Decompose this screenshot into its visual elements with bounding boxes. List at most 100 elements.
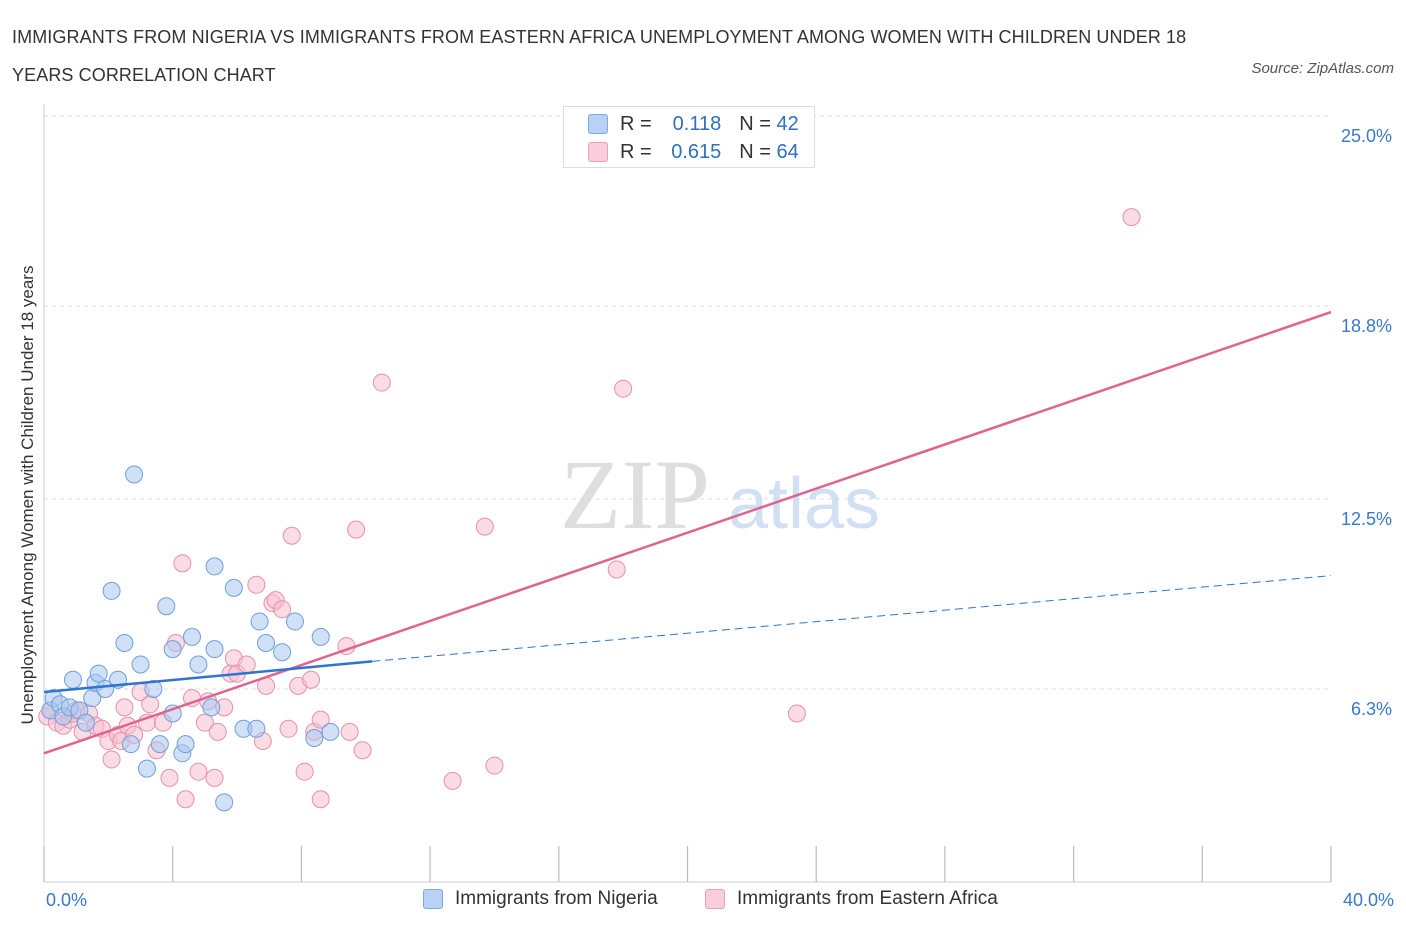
series-nigeria-points [41, 465, 340, 812]
data-point [131, 655, 150, 674]
data-point [160, 768, 179, 787]
legend-swatch-pink [705, 889, 725, 909]
data-point [195, 713, 214, 732]
data-point [250, 612, 269, 631]
data-point [302, 670, 321, 689]
data-point [295, 762, 314, 781]
data-point [311, 710, 330, 729]
data-point [205, 768, 224, 787]
data-point [340, 722, 359, 741]
legend-r-label: R = [620, 140, 652, 163]
data-point [273, 600, 292, 619]
y-axis-label: Unemployment Among Women with Children U… [18, 265, 37, 725]
legend-row-eastern-africa: R = 0.615 N = 64 [588, 139, 799, 165]
data-point [189, 762, 208, 781]
grid-lines [44, 115, 1331, 690]
data-point [208, 722, 227, 741]
data-point [273, 643, 292, 662]
data-point [63, 670, 82, 689]
legend-swatch-blue [588, 114, 608, 134]
data-point [163, 704, 182, 723]
data-point [237, 655, 256, 674]
data-point [121, 735, 140, 754]
data-point [305, 728, 324, 747]
legend-swatch-pink [588, 142, 608, 162]
y-tick-labels: 6.3% 12.5% 18.8% 25.0% [1341, 126, 1392, 719]
legend-n-value: 42 [776, 112, 799, 135]
data-point [247, 575, 266, 594]
legend-r-value: 0.615 [671, 140, 722, 163]
trend-line-nigeria [43, 660, 373, 694]
data-point [89, 664, 108, 683]
source-note: Source: ZipAtlas.com [1251, 60, 1394, 77]
legend-r-value: 0.118 [672, 112, 722, 135]
data-point [205, 557, 224, 576]
watermark: ZIP atlas [560, 439, 880, 550]
data-point [787, 704, 806, 723]
data-point [215, 793, 234, 812]
x-tick-label-max: 40.0% [1342, 890, 1394, 910]
data-point [137, 759, 156, 778]
data-point [347, 520, 366, 539]
data-point [176, 735, 195, 754]
data-point [1122, 208, 1141, 227]
data-point [614, 379, 633, 398]
chart-title: IMMIGRANTS FROM NIGERIA VS IMMIGRANTS FR… [12, 27, 1187, 85]
data-point [443, 771, 462, 790]
data-point [311, 790, 330, 809]
series-eastern-africa-points [38, 208, 1141, 809]
data-point [144, 679, 163, 698]
axes [43, 104, 1332, 883]
data-point [285, 612, 304, 631]
trend-line-eastern-africa [43, 310, 1332, 755]
legend-item-eastern-africa[interactable]: Immigrants from Eastern Africa [705, 888, 998, 910]
watermark-atlas: atlas [728, 464, 880, 544]
data-point [202, 698, 221, 717]
data-point [311, 627, 330, 646]
legend-n-label: N = [739, 112, 771, 135]
legend-label-eastern-africa: Immigrants from Eastern Africa [737, 888, 998, 909]
data-point [247, 719, 266, 738]
data-point [353, 741, 372, 760]
data-point [485, 756, 504, 775]
data-point [607, 560, 626, 579]
legend-n-label: N = [739, 140, 771, 163]
data-point [176, 790, 195, 809]
data-point [115, 634, 134, 653]
y-tick-label: 6.3% [1351, 699, 1392, 719]
data-point [224, 578, 243, 597]
data-point [279, 719, 298, 738]
data-point [189, 655, 208, 674]
legend-r-label: R = [620, 112, 652, 135]
data-point [102, 750, 121, 769]
data-point [141, 695, 160, 714]
data-point [115, 698, 134, 717]
data-point [321, 722, 340, 741]
legend-label-nigeria: Immigrants from Nigeria [455, 888, 658, 909]
data-point [205, 640, 224, 659]
legend-row-nigeria: R = 0.118 N = 42 [588, 111, 799, 137]
data-point [157, 597, 176, 616]
data-point [76, 713, 95, 732]
legend-item-nigeria[interactable]: Immigrants from Nigeria [423, 888, 658, 910]
y-tick-label: 12.5% [1341, 509, 1392, 529]
data-point [163, 640, 182, 659]
trend-lines [43, 310, 1332, 755]
stats-legend: R = 0.118 N = 42 R = 0.615 N = 64 [563, 106, 815, 168]
data-point [282, 526, 301, 545]
trend-line-nigeria-extrapolated [372, 575, 1332, 662]
data-point [257, 634, 276, 653]
data-point [183, 627, 202, 646]
data-point [475, 517, 494, 536]
legend-n-value: 64 [776, 140, 799, 163]
data-point [150, 735, 169, 754]
y-tick-label: 18.8% [1341, 316, 1392, 336]
watermark-zip: ZIP [560, 439, 710, 550]
y-tick-label: 25.0% [1341, 126, 1392, 146]
data-point [173, 554, 192, 573]
x-tick-label-min: 0.0% [46, 890, 88, 910]
legend-swatch-blue [423, 889, 443, 909]
data-point [102, 581, 121, 600]
data-point [372, 373, 391, 392]
